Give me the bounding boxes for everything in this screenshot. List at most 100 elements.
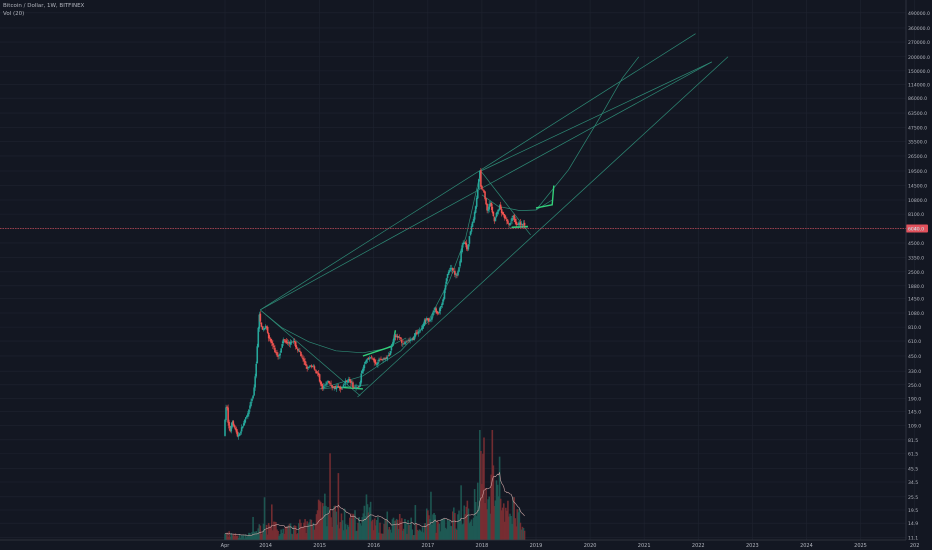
- price-axis[interactable]: 490000.0 360000.0 270000.0 200000.0 150000.0…: [905, 0, 930, 542]
- candle-body: [243, 419, 246, 424]
- candle-body: [324, 385, 326, 386]
- volume-bar: [246, 537, 248, 540]
- volume-bar: [341, 520, 344, 540]
- volume-bar: [251, 532, 253, 540]
- volume-bar: [253, 531, 255, 540]
- candle-body: [233, 425, 236, 428]
- volume-bar: [297, 533, 299, 540]
- volume-bar: [454, 513, 456, 540]
- candle-body: [369, 357, 372, 358]
- time-axis[interactable]: Apr 2014 2015 2016 2017 2018 2019 2020 2021 2022 2…: [0, 539, 920, 549]
- volume-bar: [446, 519, 449, 540]
- volume-bar: [501, 507, 504, 540]
- candle-body: [237, 434, 240, 437]
- volume-bar: [369, 501, 372, 540]
- candle-body: [290, 341, 293, 343]
- candle-body: [424, 319, 427, 321]
- volume-bar: [247, 535, 249, 540]
- upper-channel-line: [259, 33, 696, 311]
- volume-bar: [418, 529, 421, 540]
- candle-body: [523, 222, 526, 226]
- candle-body: [508, 223, 510, 225]
- volume-bar: [412, 535, 415, 540]
- candle-body: [492, 211, 495, 217]
- candle-body: [419, 330, 422, 332]
- candle-body: [351, 383, 353, 384]
- volume-bar: [256, 533, 259, 540]
- volume-bar: [343, 508, 346, 540]
- volume-bar: [290, 533, 293, 540]
- candle-body: [344, 380, 347, 384]
- volume-bar: [425, 508, 428, 540]
- candle-body: [283, 339, 286, 341]
- volume-bar: [235, 535, 238, 540]
- candle-body: [443, 289, 446, 299]
- volume-bar: [430, 491, 432, 540]
- volume-bar: [500, 510, 503, 540]
- candle-body: [386, 357, 389, 360]
- candle-body: [376, 363, 378, 365]
- volume-bar: [491, 430, 494, 540]
- price-tick-label: 109.0: [908, 424, 921, 430]
- volume-bar: [463, 505, 466, 540]
- volume-bar: [517, 512, 520, 540]
- volume-bar: [261, 531, 264, 540]
- volume-bar: [360, 525, 363, 540]
- candle-body: [414, 333, 417, 337]
- candle-body: [315, 371, 318, 374]
- volume-bar: [324, 493, 326, 540]
- volume-bar: [511, 524, 513, 540]
- volume-bar: [459, 519, 461, 540]
- volume-bar: [302, 526, 304, 540]
- candle-body: [371, 357, 374, 359]
- candle-body: [513, 215, 515, 220]
- volume-bar: [264, 530, 267, 540]
- candle-body: [276, 352, 278, 356]
- volume-bar: [510, 515, 512, 540]
- volume-bar: [238, 534, 241, 540]
- volume-bar: [249, 533, 251, 540]
- volume-bar: [497, 496, 500, 540]
- volume-bar: [344, 524, 347, 540]
- volume-bar: [383, 523, 385, 540]
- volume-bar: [416, 529, 419, 540]
- candle-body: [449, 268, 452, 270]
- volume-moving-average: [224, 472, 525, 536]
- candle-body: [317, 372, 320, 376]
- time-tick-label: 202: [910, 543, 920, 549]
- volume-bar: [507, 500, 509, 540]
- candle-body: [307, 367, 310, 369]
- candle-body: [484, 191, 486, 199]
- volume-bar: [440, 518, 443, 540]
- volume-bar: [308, 522, 311, 540]
- candle-body: [256, 346, 259, 364]
- volume-bar: [436, 520, 438, 540]
- candle-body: [434, 307, 436, 311]
- volume-bar: [368, 507, 371, 540]
- candle-body: [503, 214, 506, 219]
- volume-bar: [393, 521, 396, 540]
- candle-body: [518, 222, 521, 226]
- candle-body: [334, 385, 337, 389]
- candle-body: [298, 350, 300, 352]
- volume-bar: [284, 526, 287, 540]
- candle-body: [378, 359, 380, 362]
- candle-body: [249, 405, 251, 409]
- volume-bar: [453, 507, 455, 540]
- candle-body: [278, 355, 280, 357]
- candle-body: [356, 387, 358, 388]
- candle-body: [510, 221, 512, 223]
- volume-bar: [521, 526, 524, 540]
- candle-body: [360, 373, 363, 383]
- volume-bar: [482, 453, 484, 540]
- price-tick-label: 86000.0: [908, 96, 927, 102]
- volume-bar: [329, 453, 331, 540]
- candle-body: [326, 382, 328, 385]
- candle-body: [516, 223, 519, 225]
- volume-bar: [422, 532, 425, 540]
- candle-body: [521, 224, 524, 226]
- candle-body: [246, 415, 248, 418]
- candle-body: [274, 347, 276, 353]
- volume-bar: [342, 530, 345, 540]
